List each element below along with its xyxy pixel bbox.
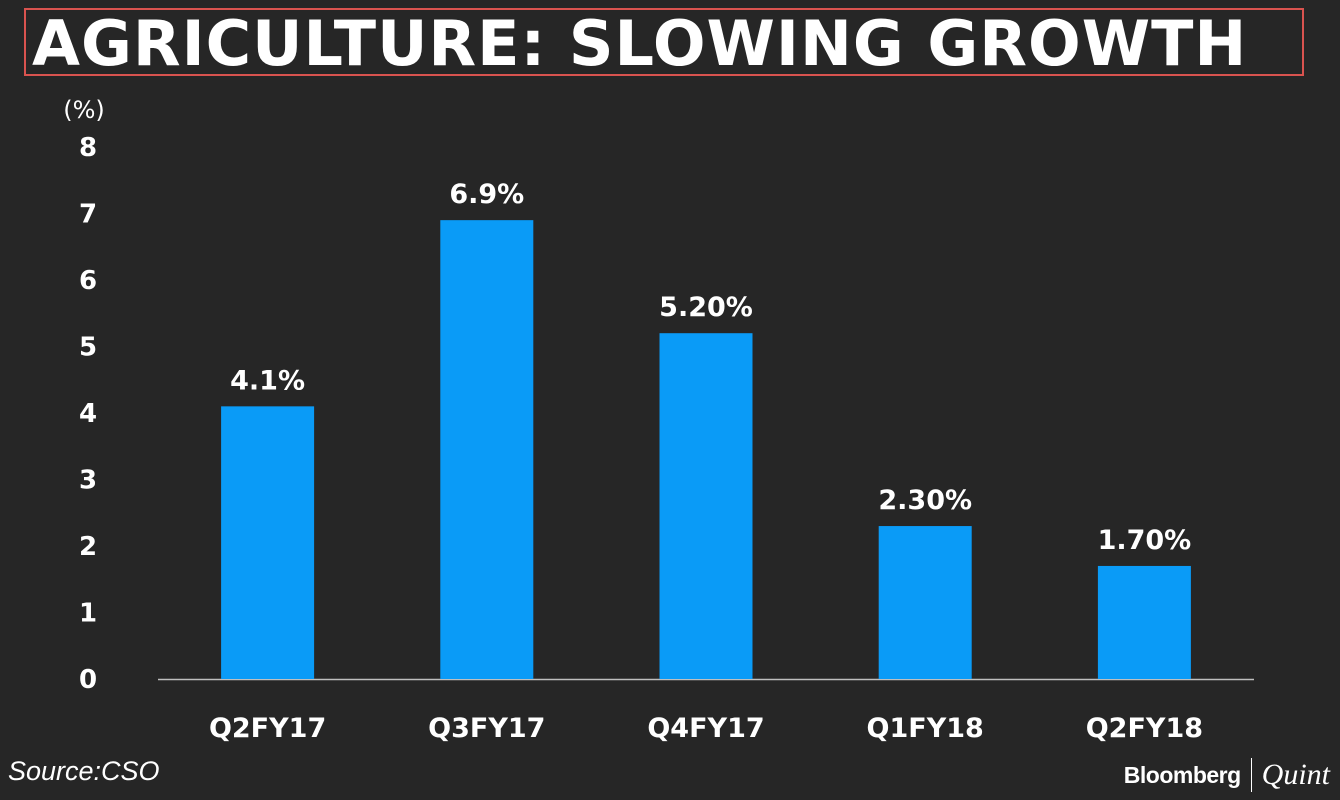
- y-tick-label: 0: [79, 665, 97, 695]
- y-tick-label: 1: [79, 599, 97, 629]
- x-tick-label: Q2FY17: [209, 713, 326, 744]
- data-label: 1.70%: [1098, 525, 1192, 556]
- data-label: 2.30%: [878, 485, 972, 516]
- data-label: 4.1%: [230, 365, 305, 396]
- bar: [440, 220, 534, 679]
- bar: [659, 333, 753, 679]
- bar: [878, 526, 972, 679]
- data-label: 6.9%: [449, 179, 524, 210]
- title-frame: AGRICULTURE: SLOWING GROWTH: [24, 8, 1304, 80]
- y-tick-label: 3: [79, 466, 97, 496]
- data-label: 5.20%: [659, 292, 753, 323]
- x-tick-label: Q2FY18: [1086, 713, 1203, 744]
- bar: [221, 406, 315, 679]
- y-tick-label: 2: [79, 532, 97, 562]
- chart-title: AGRICULTURE: SLOWING GROWTH: [32, 7, 1248, 80]
- y-tick-label: 8: [79, 133, 97, 163]
- brand-secondary: Quint: [1261, 758, 1330, 791]
- x-tick-label: Q3FY17: [428, 713, 545, 744]
- bar: [1097, 565, 1191, 679]
- brand-divider: [1250, 758, 1252, 792]
- y-tick-label: 6: [79, 266, 97, 296]
- x-tick-label: Q1FY18: [867, 713, 984, 744]
- y-axis-label: (%): [63, 96, 105, 124]
- brand-logo: Bloomberg Quint: [1124, 758, 1330, 792]
- brand-primary: Bloomberg: [1123, 761, 1241, 788]
- y-tick-label: 4: [79, 399, 97, 429]
- y-tick-label: 7: [79, 200, 97, 230]
- source-note: Source:CSO: [8, 756, 160, 786]
- x-tick-label: Q4FY17: [647, 713, 764, 744]
- y-tick-label: 5: [79, 333, 97, 363]
